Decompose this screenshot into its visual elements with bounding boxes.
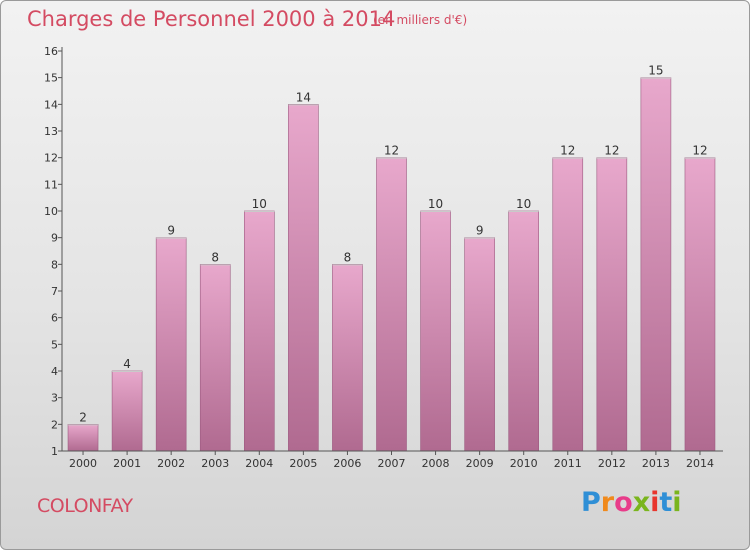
y-tick-label: 14: [44, 98, 58, 111]
bar-2001: [111, 370, 143, 452]
data-label: 9: [167, 224, 175, 238]
x-tick-label: 2010: [510, 457, 538, 470]
y-tick-label: 7: [51, 285, 58, 298]
y-tick-label: 2: [51, 418, 58, 431]
data-label: 9: [476, 224, 484, 238]
y-tick-label: 10: [44, 205, 58, 218]
x-tick-label: 2012: [598, 457, 626, 470]
x-tick-label: 2006: [333, 457, 361, 470]
x-tick-label: 2007: [378, 457, 406, 470]
data-label: 4: [123, 357, 131, 371]
x-tick-label: 2001: [113, 457, 141, 470]
bar-2007: [376, 157, 407, 452]
data-label: 8: [211, 250, 219, 264]
chart-subtitle: (en milliers d'€): [373, 13, 468, 27]
x-tick-label: 2011: [554, 457, 582, 470]
data-label: 14: [296, 90, 311, 104]
commune-name: COLONFAY: [37, 495, 133, 517]
x-tick-label: 2002: [157, 457, 185, 470]
y-tick-label: 5: [51, 338, 58, 351]
bar-2013: [640, 77, 672, 452]
data-label: 12: [560, 144, 575, 158]
y-tick-label: 1: [51, 445, 58, 458]
bar-2003: [199, 264, 231, 452]
x-tick-label: 2004: [245, 457, 273, 470]
data-label: 10: [516, 197, 531, 211]
y-tick-label: 6: [51, 312, 58, 325]
x-tick-label: 2009: [466, 457, 494, 470]
x-tick-label: 2013: [642, 457, 670, 470]
proxiti-logo: Proxiti: [581, 487, 682, 518]
bar-2012: [596, 157, 628, 452]
data-label: 12: [692, 144, 707, 158]
bar-2011: [552, 157, 584, 452]
y-tick-label: 11: [44, 178, 58, 191]
logo-letter: x: [632, 487, 651, 518]
logo-letter: i: [672, 487, 682, 518]
data-label: 15: [648, 64, 663, 78]
logo-letter: r: [600, 487, 615, 518]
y-tick-label: 15: [44, 72, 58, 85]
data-label: 12: [604, 144, 619, 158]
chart-title: Charges de Personnel 2000 à 2014: [27, 7, 396, 31]
bar-2004: [244, 210, 275, 452]
bar-2006: [332, 264, 363, 452]
bar-2000: [67, 424, 99, 452]
bar-2002: [155, 237, 187, 452]
data-label: 8: [344, 250, 352, 264]
logo-letter: o: [614, 487, 633, 518]
x-tick-label: 2003: [201, 457, 229, 470]
bars-layer: 2 4 9 8 10 14 8 12 10 9 10 12 12 15 12: [67, 64, 716, 452]
y-tick-label: 9: [51, 232, 58, 245]
bar-2014: [684, 157, 716, 452]
logo-letter: P: [581, 487, 601, 518]
x-tick-label: 2008: [422, 457, 450, 470]
y-tick-label: 3: [51, 392, 58, 405]
data-label: 10: [428, 197, 443, 211]
data-label: 2: [79, 410, 87, 424]
bar-2010: [508, 210, 540, 452]
bar-2005: [288, 104, 319, 452]
y-tick-label: 16: [44, 45, 58, 58]
data-label: 12: [384, 144, 399, 158]
x-tick-label: 2005: [289, 457, 317, 470]
y-tick-label: 13: [44, 125, 58, 138]
data-label: 10: [252, 197, 267, 211]
x-tick-label: 2000: [69, 457, 97, 470]
logo-letter: t: [659, 487, 673, 518]
logo-letter: i: [650, 487, 660, 518]
y-tick-label: 12: [44, 152, 58, 165]
y-tick-label: 8: [51, 258, 58, 271]
y-tick-label: 4: [51, 365, 58, 378]
x-tick-label: 2014: [686, 457, 714, 470]
bar-2009: [464, 237, 495, 452]
bar-2008: [420, 210, 451, 452]
